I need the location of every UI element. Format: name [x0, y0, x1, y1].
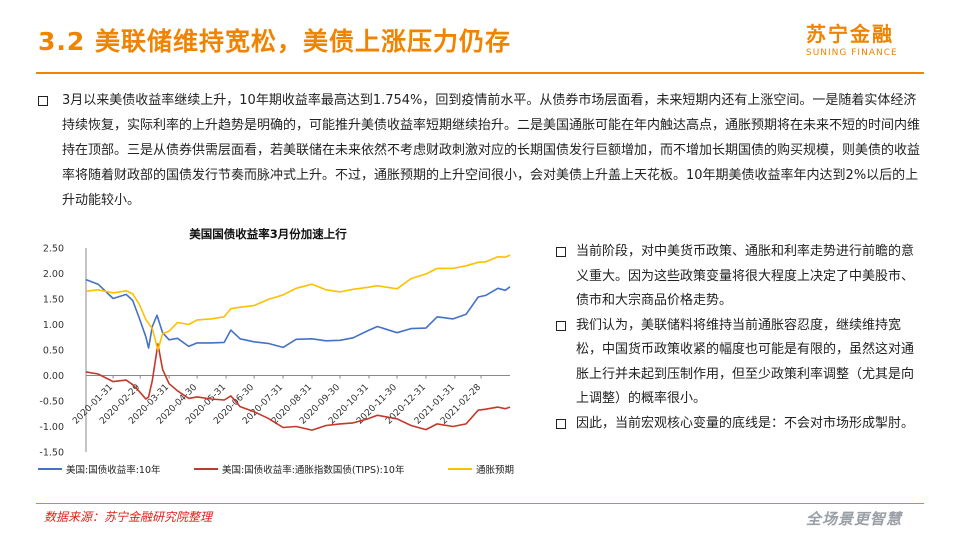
- legend-label-breakeven: 通胀预期: [476, 465, 514, 476]
- brand-logo: 苏宁金融 SUNING FINANCE: [806, 18, 936, 58]
- series-layer: [85, 254, 511, 431]
- y-axis: 2.50 2.00 1.50 1.00 0.50 0.00 -0.50 -1.00 -1.50: [39, 244, 87, 459]
- intro-paragraph: 3月以来美债收益率继续上升，10年期收益率最高达到1.754%，回到疫情前水平。…: [62, 93, 921, 208]
- footer-divider: [36, 503, 924, 504]
- y-tick-label: 2.00: [43, 269, 64, 280]
- brand-logo-cn: 苏宁金融: [806, 22, 894, 46]
- y-tick-label: 2.50: [43, 244, 64, 255]
- brand-logo-en: SUNING FINANCE: [806, 48, 898, 58]
- y-tick-label: 1.00: [43, 320, 64, 331]
- brand-slogan: 全场景更智慧: [806, 510, 903, 528]
- chart-title: 美国国债收益率3月份加速上行: [189, 227, 347, 241]
- title-divider: [36, 72, 924, 74]
- yield-chart: 美国国债收益率3月份加速上行 2.50 2.00 1.50 1.00 0.50 0.00 -…: [28, 218, 544, 483]
- series-line-tips: [85, 343, 511, 431]
- square-bullet-icon: [556, 418, 566, 429]
- analysis-bullet-text: 当前阶段，对中美货币政策、通胀和利率走势进行前瞻的意义重大。因为这些政策变量将很…: [576, 244, 915, 308]
- analysis-bullet-text: 因此，当前宏观核心变量的底线是：不会对市场形成掣肘。: [576, 415, 915, 431]
- analysis-bullet-3: 因此，当前宏观核心变量的底线是：不会对市场形成掣肘。: [556, 412, 926, 437]
- analysis-bullet-text: 我们认为，美联储料将维持当前通胀容忍度，继续维持宽松，中国货币政策收紧的幅度也可…: [576, 317, 915, 407]
- page-title: 3.2 美联储维持宽松，美债上涨压力仍存: [38, 27, 511, 56]
- legend-label-nominal: 美国:国债收益率:10年: [66, 464, 161, 476]
- y-tick-label: -1.50: [39, 448, 64, 459]
- series-line-nominal: [85, 278, 511, 349]
- y-tick-label: 0.00: [43, 371, 64, 382]
- y-tick-label: -1.00: [39, 422, 64, 433]
- y-tick-label: 0.50: [43, 346, 64, 357]
- analysis-bullets: 当前阶段，对中美货币政策、通胀和利率走势进行前瞻的意义重大。因为这些政策变量将很…: [556, 240, 926, 436]
- x-axis: 2020-01-312020-02-292020-03-312020-04-30…: [71, 375, 510, 427]
- series-line-breakeven: [85, 254, 511, 351]
- analysis-bullet-1: 当前阶段，对中美货币政策、通胀和利率走势进行前瞻的意义重大。因为这些政策变量将很…: [556, 240, 926, 314]
- square-bullet-icon: [556, 320, 566, 331]
- square-bullet-icon: [556, 247, 566, 257]
- data-source: 数据来源：苏宁金融研究院整理: [44, 510, 213, 524]
- yield-chart-svg: 美国国债收益率3月份加速上行 2.50 2.00 1.50 1.00 0.50 0.00 -…: [38, 227, 514, 476]
- square-bullet-icon: [38, 96, 48, 106]
- y-tick-label: 1.50: [43, 295, 64, 306]
- chart-legend: 美国:国债收益率:10年 美国:国债收益率:通胀指数国债(TIPS):10年 通胀预…: [38, 464, 514, 476]
- analysis-bullet-2: 我们认为，美联储料将维持当前通胀容忍度，继续维持宽松，中国货币政策收紧的幅度也可…: [556, 314, 926, 412]
- y-tick-label: -0.50: [39, 397, 64, 408]
- legend-label-tips: 美国:国债收益率:通胀指数国债(TIPS):10年: [222, 464, 405, 476]
